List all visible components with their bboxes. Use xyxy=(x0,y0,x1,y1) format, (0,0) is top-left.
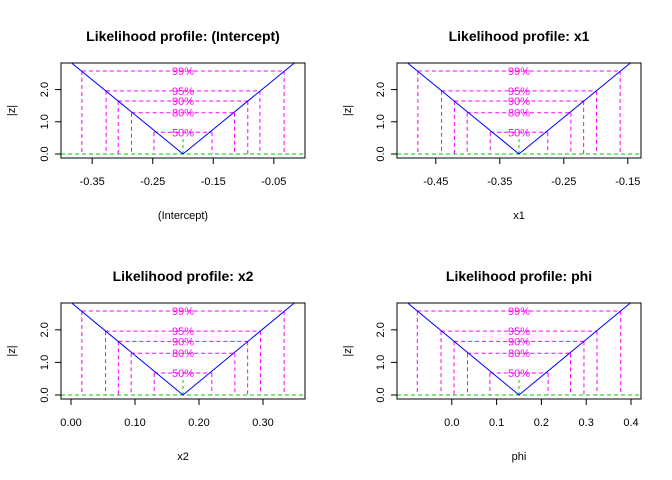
plot-frame xyxy=(396,62,642,159)
x-tick-label: -0.15 xyxy=(201,176,226,188)
profile-line xyxy=(406,303,632,396)
y-tick-label: 1.0 xyxy=(375,355,387,370)
y-tick-label: 1.0 xyxy=(375,114,387,129)
y-tick-label: 2.0 xyxy=(39,82,51,97)
y-tick-label: 0.0 xyxy=(375,146,387,161)
profile-panel-3: 99% 95%90%80% 50% 0.00 0.10 0.20 0.30 0.0 1.0 2.0… xyxy=(6,268,306,463)
x-tick-label: 0.1 xyxy=(489,417,504,429)
y-axis-label: |z| xyxy=(342,345,354,356)
y-tick-label: 2.0 xyxy=(375,322,387,337)
y-tick-label: 1.0 xyxy=(39,114,51,129)
chart-title: Likelihood profile: (Intercept) xyxy=(86,28,280,44)
chart-title: Likelihood profile: x2 xyxy=(113,268,254,284)
conf-label-99pct: 99% xyxy=(508,306,530,318)
x-tick-label: -0.25 xyxy=(551,176,576,188)
conf-label-80pct: 80% xyxy=(172,348,194,360)
profile-line xyxy=(406,63,632,155)
x-tick-label: -0.35 xyxy=(487,176,512,188)
x-axis-label: x2 xyxy=(177,451,189,463)
x-tick-label: 0.3 xyxy=(579,417,594,429)
conf-label-99pct: 99% xyxy=(172,66,194,78)
x-tick-label: 0.30 xyxy=(252,417,273,429)
x-tick-label: -0.45 xyxy=(423,176,448,188)
y-axis-label: |z| xyxy=(6,345,18,356)
x-axis-label: x1 xyxy=(513,210,525,222)
y-axis-label: |z| xyxy=(342,105,354,116)
y-tick-label: 1.0 xyxy=(39,355,51,370)
x-tick-label: 0.2 xyxy=(534,417,549,429)
y-tick-label: 2.0 xyxy=(375,82,387,97)
x-axis-label: (Intercept) xyxy=(158,210,208,222)
x-tick-label: 0.0 xyxy=(444,417,459,429)
profile-panel-1: 99% 95%90%80% 50% -0.35 -0.25 -0.15 -0.05 0.0 1.… xyxy=(6,28,306,222)
x-tick-label: -0.25 xyxy=(140,176,165,188)
x-tick-label: -0.05 xyxy=(261,176,286,188)
conf-label-95pct: 95% xyxy=(172,326,194,338)
conf-label-95pct: 95% xyxy=(508,326,530,338)
plot-area: 99% 95%90%80% 50% xyxy=(61,63,305,155)
conf-label-90pct: 90% xyxy=(508,336,530,348)
conf-label-95pct: 95% xyxy=(508,86,530,98)
conf-label-90pct: 90% xyxy=(172,336,194,348)
y-tick-label: 0.0 xyxy=(39,387,51,402)
profile-panel-4: 99% 95%90%80% 50% 0.0 0.1 0.2 0.3 0.4 0.0 1.0 2.0 L… xyxy=(342,268,642,463)
conf-label-80pct: 80% xyxy=(508,108,530,120)
y-tick-label: 0.0 xyxy=(39,146,51,161)
plot-area: 99% 95%90%80% 50% xyxy=(397,63,641,155)
conf-label-90pct: 90% xyxy=(508,96,530,108)
plot-frame xyxy=(60,62,306,159)
x-tick-label: 0.10 xyxy=(124,417,145,429)
profile-line xyxy=(70,303,296,396)
profile-panel-2: 99% 95%90%80% 50% -0.45 -0.35 -0.25 -0.15 0.0 1.… xyxy=(342,28,642,222)
x-axis-label: phi xyxy=(512,451,527,463)
conf-label-50pct: 50% xyxy=(172,127,194,139)
x-tick-label: 0.00 xyxy=(60,417,81,429)
conf-label-50pct: 50% xyxy=(172,368,194,380)
x-tick-label: 0.4 xyxy=(623,417,638,429)
conf-label-50pct: 50% xyxy=(508,368,530,380)
plot-frame xyxy=(396,302,642,400)
conf-label-99pct: 99% xyxy=(508,66,530,78)
conf-label-80pct: 80% xyxy=(508,348,530,360)
chart-title: Likelihood profile: phi xyxy=(446,268,592,284)
conf-label-90pct: 90% xyxy=(172,96,194,108)
profile-line xyxy=(70,63,296,155)
plot-area: 99% 95%90%80% 50% xyxy=(397,303,641,396)
y-axis-label: |z| xyxy=(6,105,18,116)
plot-area: 99% 95%90%80% 50% xyxy=(61,303,305,396)
conf-label-95pct: 95% xyxy=(172,86,194,98)
conf-label-80pct: 80% xyxy=(172,108,194,120)
x-tick-label: -0.35 xyxy=(80,176,105,188)
y-tick-label: 0.0 xyxy=(375,387,387,402)
plot-frame xyxy=(60,302,306,400)
conf-label-50pct: 50% xyxy=(508,127,530,139)
chart-title: Likelihood profile: x1 xyxy=(449,28,590,44)
conf-label-99pct: 99% xyxy=(172,306,194,318)
x-tick-label: -0.15 xyxy=(615,176,640,188)
y-tick-label: 2.0 xyxy=(39,322,51,337)
x-tick-label: 0.20 xyxy=(188,417,209,429)
